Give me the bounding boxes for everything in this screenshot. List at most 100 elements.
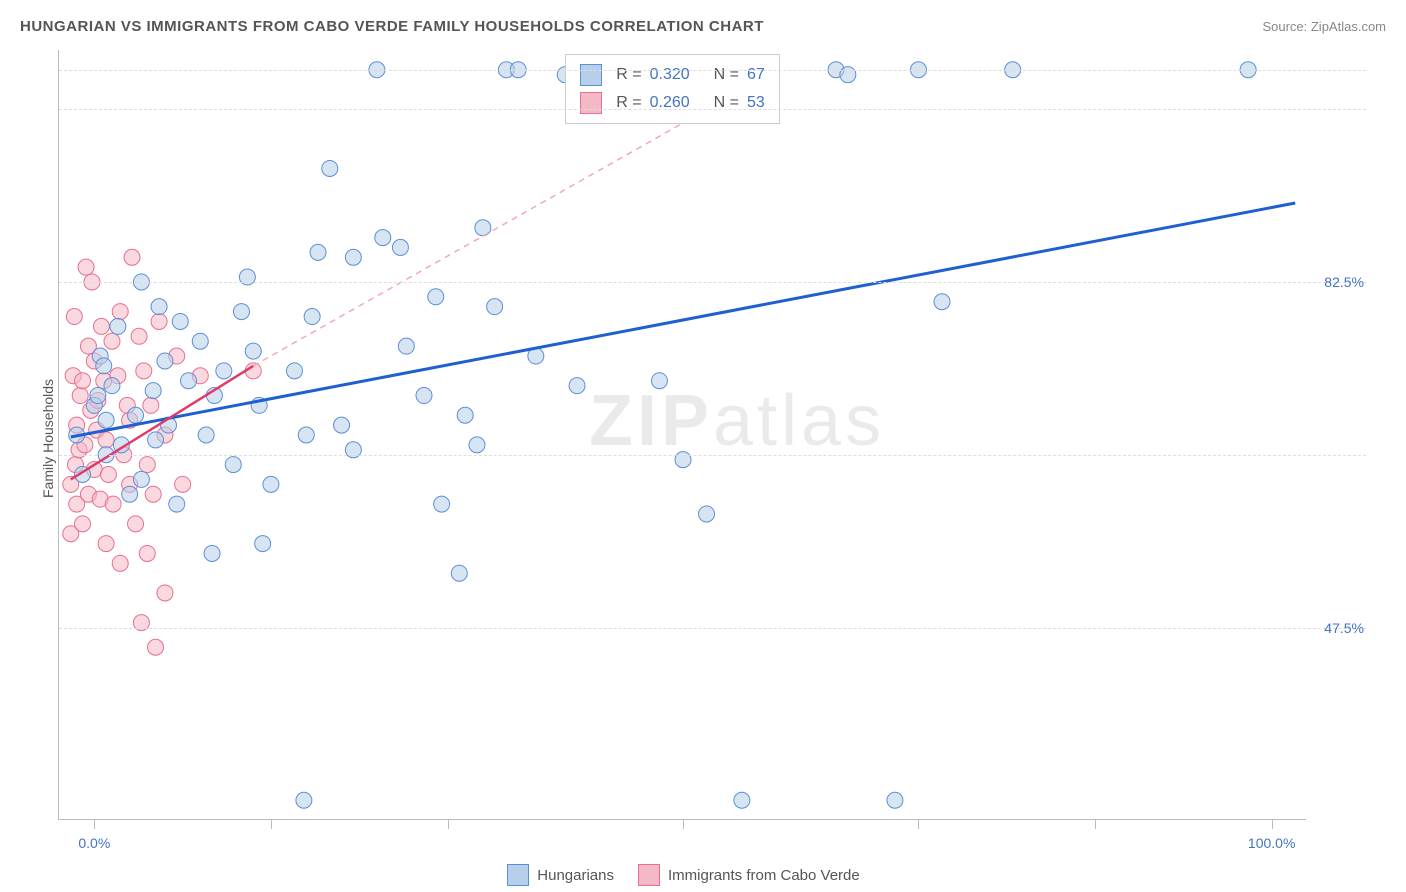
data-point — [416, 388, 432, 404]
x-tick — [683, 819, 684, 829]
data-point — [181, 373, 197, 389]
x-tick-label: 0.0% — [78, 835, 110, 851]
data-point — [78, 259, 94, 275]
legend-item: Immigrants from Cabo Verde — [638, 864, 860, 886]
r-value: 0.320 — [650, 66, 690, 84]
series-legend: Hungarians Immigrants from Cabo Verde — [507, 864, 859, 886]
data-point — [124, 249, 140, 265]
x-tick — [271, 819, 272, 829]
data-point — [310, 244, 326, 260]
data-point — [145, 486, 161, 502]
scatter-plot: ZIPatlas R =0.320N =67R =0.260N =53 47.5… — [58, 50, 1306, 820]
data-point — [192, 333, 208, 349]
data-point — [345, 249, 361, 265]
data-point — [169, 496, 185, 512]
data-point — [255, 536, 271, 552]
data-point — [375, 230, 391, 246]
data-point — [104, 378, 120, 394]
data-point — [112, 555, 128, 571]
y-tick-label: 47.5% — [1324, 620, 1364, 636]
data-point — [225, 457, 241, 473]
data-point — [322, 160, 338, 176]
gridline — [59, 70, 1366, 71]
chart-title: HUNGARIAN VS IMMIGRANTS FROM CABO VERDE … — [20, 18, 764, 35]
data-point — [96, 358, 112, 374]
data-point — [216, 363, 232, 379]
legend-swatch — [638, 864, 660, 886]
data-point — [487, 299, 503, 315]
data-point — [66, 309, 82, 325]
x-tick — [918, 819, 919, 829]
legend-label: Hungarians — [537, 867, 614, 884]
data-point — [90, 388, 106, 404]
data-point — [145, 383, 161, 399]
data-point — [98, 432, 114, 448]
data-point — [233, 304, 249, 320]
legend-row: R =0.320N =67 — [580, 61, 765, 89]
data-point — [934, 294, 950, 310]
correlation-legend: R =0.320N =67R =0.260N =53 — [565, 54, 780, 124]
x-tick — [1272, 819, 1273, 829]
data-point — [139, 545, 155, 561]
data-point — [128, 516, 144, 532]
data-point — [398, 338, 414, 354]
data-point — [734, 792, 750, 808]
data-point — [157, 353, 173, 369]
data-point — [122, 486, 138, 502]
data-point — [296, 792, 312, 808]
data-point — [451, 565, 467, 581]
data-point — [887, 792, 903, 808]
data-point — [133, 471, 149, 487]
data-point — [434, 496, 450, 512]
data-point — [98, 536, 114, 552]
data-point — [298, 427, 314, 443]
y-tick-label: 82.5% — [1324, 274, 1364, 290]
data-point — [157, 585, 173, 601]
legend-label: Immigrants from Cabo Verde — [668, 867, 860, 884]
data-point — [457, 407, 473, 423]
data-point — [148, 432, 164, 448]
data-point — [143, 397, 159, 413]
data-point — [75, 516, 91, 532]
x-tick — [1095, 819, 1096, 829]
data-point — [263, 476, 279, 492]
trend-line — [71, 203, 1295, 437]
gridline — [59, 282, 1366, 283]
legend-swatch — [580, 92, 602, 114]
n-value: 67 — [747, 66, 765, 84]
data-point — [131, 328, 147, 344]
data-point — [93, 318, 109, 334]
data-point — [198, 427, 214, 443]
data-point — [72, 388, 88, 404]
data-point — [392, 239, 408, 255]
data-point — [172, 313, 188, 329]
data-point — [148, 639, 164, 655]
data-point — [110, 318, 126, 334]
data-point — [204, 545, 220, 561]
data-point — [128, 407, 144, 423]
source-label: Source: ZipAtlas.com — [1262, 19, 1386, 34]
data-point — [334, 417, 350, 433]
legend-item: Hungarians — [507, 864, 614, 886]
data-point — [699, 506, 715, 522]
data-point — [286, 363, 302, 379]
y-axis-label: Family Households — [40, 378, 56, 498]
data-point — [469, 437, 485, 453]
gridline — [59, 455, 1366, 456]
gridline — [59, 628, 1366, 629]
data-point — [98, 412, 114, 428]
data-point — [175, 476, 191, 492]
data-point — [651, 373, 667, 389]
n-label: N = — [714, 66, 739, 84]
legend-swatch — [507, 864, 529, 886]
data-point — [105, 496, 121, 512]
gridline — [59, 109, 1366, 110]
data-point — [136, 363, 152, 379]
legend-row: R =0.260N =53 — [580, 89, 765, 117]
legend-swatch — [580, 64, 602, 86]
data-point — [304, 309, 320, 325]
data-point — [75, 373, 91, 389]
x-tick — [448, 819, 449, 829]
x-tick-label: 100.0% — [1248, 835, 1295, 851]
x-tick — [94, 819, 95, 829]
